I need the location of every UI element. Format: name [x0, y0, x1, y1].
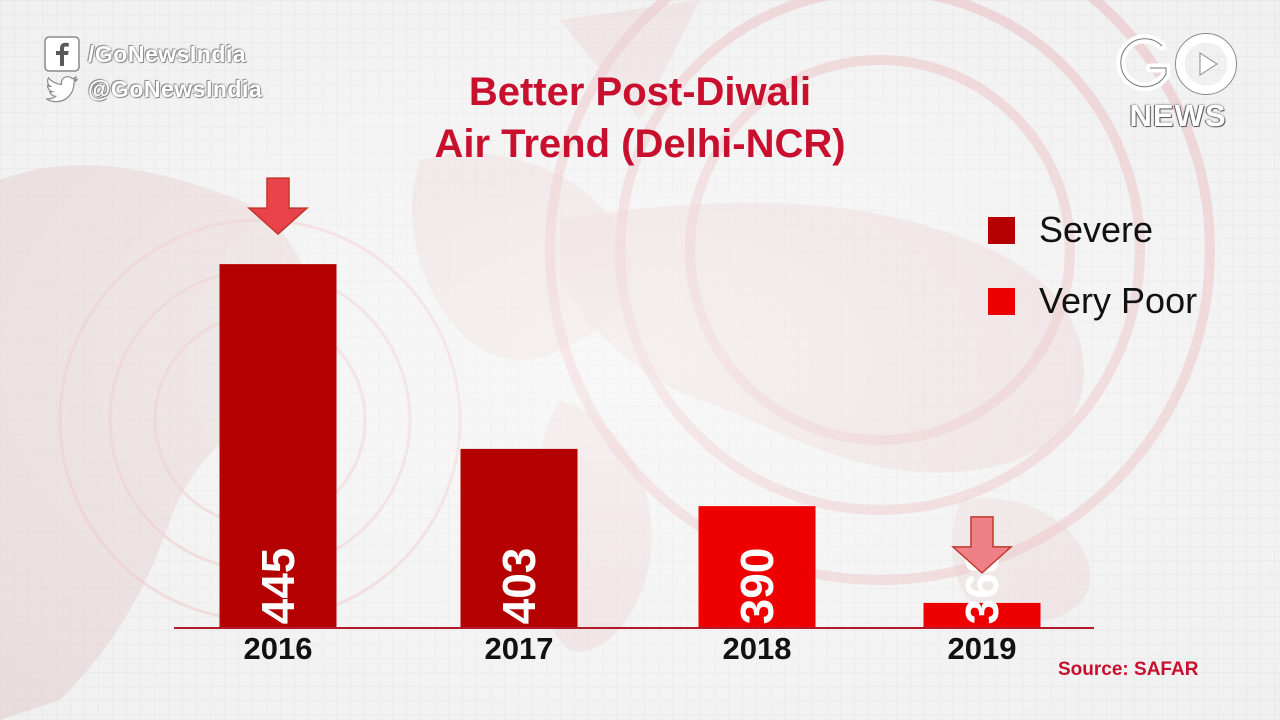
go-logo-mark [1116, 33, 1237, 95]
legend-label-very-poor: Very Poor [1039, 280, 1198, 321]
chart-title-line-2: Air Trend (Delhi-NCR) [434, 122, 846, 166]
facebook-handle-row: /GoNewsIndia [44, 36, 246, 72]
gonews-logo: NEWS [1116, 30, 1240, 134]
down-arrow-icon-2016 [247, 177, 309, 236]
tick-label-2016: 2016 [244, 631, 313, 666]
logo-wordmark: NEWS [1129, 98, 1227, 133]
bar-2016 [219, 264, 337, 628]
data-label-2018: 390 [731, 548, 783, 625]
tick-label-2019: 2019 [948, 631, 1017, 666]
twitter-icon [45, 75, 79, 103]
tick-label-2017: 2017 [485, 631, 554, 666]
facebook-icon [44, 36, 80, 72]
tick-label-2018: 2018 [723, 631, 792, 666]
legend-item-very-poor: Very Poor [988, 280, 1197, 322]
legend-label-severe: Severe [1039, 209, 1154, 250]
source-note: Source: SAFAR [1058, 659, 1199, 680]
bar-2019 [923, 602, 1041, 628]
twitter-handle: @GoNewsIndia [88, 75, 263, 102]
bar-2018 [698, 506, 816, 628]
chart-title-line-1: Better Post-Diwali [468, 70, 812, 114]
twitter-handle-row: @GoNewsIndia [44, 71, 262, 107]
data-label-2016: 445 [252, 548, 304, 625]
facebook-handle: /GoNewsIndia [88, 40, 247, 67]
chart-title: Better Post-Diwali Air Trend (Delhi-NCR) [340, 66, 940, 170]
bar-2017 [460, 448, 578, 628]
legend-swatch-severe [988, 216, 1015, 244]
legend-item-severe: Severe [988, 209, 1153, 251]
down-arrow-icon-2019 [951, 516, 1013, 574]
legend-swatch-very-poor [988, 287, 1015, 315]
data-label-2017: 403 [493, 548, 545, 625]
